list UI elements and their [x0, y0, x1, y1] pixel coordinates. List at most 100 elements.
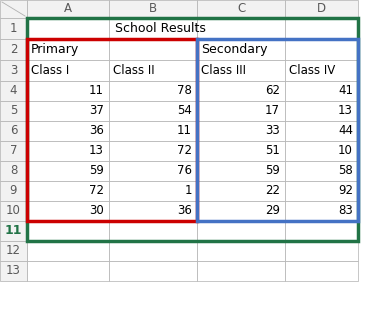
- Bar: [109, 181, 197, 201]
- Bar: [109, 161, 197, 181]
- Text: 78: 78: [177, 84, 192, 98]
- Text: Class II: Class II: [113, 64, 155, 77]
- Bar: [0, 81, 27, 101]
- Bar: [0, 181, 27, 201]
- Bar: [27, 18, 109, 39]
- Bar: [197, 141, 285, 161]
- Bar: [285, 18, 358, 39]
- Text: 51: 51: [265, 144, 280, 158]
- Bar: [27, 81, 109, 101]
- Bar: [285, 39, 358, 60]
- Text: Secondary: Secondary: [201, 43, 267, 56]
- Bar: [285, 0, 358, 18]
- Bar: [0, 221, 27, 241]
- Text: Class IV: Class IV: [289, 64, 335, 77]
- Bar: [109, 121, 197, 141]
- Bar: [0, 18, 27, 39]
- Text: 12: 12: [6, 245, 21, 257]
- Bar: [285, 181, 358, 201]
- Bar: [0, 60, 27, 81]
- Bar: [0, 0, 27, 18]
- Text: Class I: Class I: [31, 64, 69, 77]
- Text: D: D: [317, 3, 326, 15]
- Text: 3: 3: [10, 64, 17, 77]
- Text: 59: 59: [89, 164, 104, 178]
- Bar: [27, 39, 197, 221]
- Bar: [285, 221, 358, 241]
- Bar: [197, 60, 285, 81]
- Text: 41: 41: [338, 84, 353, 98]
- Bar: [27, 261, 109, 281]
- Bar: [197, 81, 285, 101]
- Bar: [27, 201, 109, 221]
- Bar: [285, 261, 358, 281]
- Text: 1: 1: [10, 22, 17, 35]
- Bar: [27, 141, 109, 161]
- Text: 11: 11: [177, 125, 192, 137]
- Bar: [27, 60, 109, 81]
- Bar: [27, 221, 109, 241]
- Bar: [27, 101, 109, 121]
- Bar: [109, 221, 197, 241]
- Text: 62: 62: [265, 84, 280, 98]
- Bar: [109, 18, 197, 39]
- Text: 4: 4: [10, 84, 17, 98]
- Text: 11: 11: [89, 84, 104, 98]
- Bar: [27, 161, 109, 181]
- Bar: [27, 18, 358, 241]
- Bar: [109, 0, 197, 18]
- Bar: [197, 0, 285, 18]
- Text: 59: 59: [265, 164, 280, 178]
- Bar: [285, 241, 358, 261]
- Text: 58: 58: [338, 164, 353, 178]
- Bar: [285, 121, 358, 141]
- Text: 33: 33: [265, 125, 280, 137]
- Text: 13: 13: [89, 144, 104, 158]
- Text: 29: 29: [265, 204, 280, 218]
- Text: 83: 83: [338, 204, 353, 218]
- Bar: [197, 261, 285, 281]
- Text: 92: 92: [338, 185, 353, 197]
- Text: A: A: [64, 3, 72, 15]
- Text: 9: 9: [10, 185, 17, 197]
- Bar: [285, 201, 358, 221]
- Bar: [285, 141, 358, 161]
- Bar: [197, 101, 285, 121]
- Text: 7: 7: [10, 144, 17, 158]
- Bar: [285, 81, 358, 101]
- Bar: [285, 60, 358, 81]
- Bar: [109, 39, 197, 60]
- Bar: [0, 39, 27, 60]
- Bar: [0, 261, 27, 281]
- Bar: [285, 161, 358, 181]
- Bar: [109, 81, 197, 101]
- Text: 13: 13: [6, 265, 21, 277]
- Text: 1: 1: [185, 185, 192, 197]
- Text: 30: 30: [89, 204, 104, 218]
- Bar: [27, 0, 109, 18]
- Text: 44: 44: [338, 125, 353, 137]
- Text: 8: 8: [10, 164, 17, 178]
- Bar: [109, 201, 197, 221]
- Text: 72: 72: [177, 144, 192, 158]
- Text: 36: 36: [177, 204, 192, 218]
- Bar: [27, 181, 109, 201]
- Text: 22: 22: [265, 185, 280, 197]
- Bar: [0, 161, 27, 181]
- Text: 6: 6: [10, 125, 17, 137]
- Bar: [0, 141, 27, 161]
- Bar: [27, 241, 109, 261]
- Bar: [197, 39, 285, 60]
- Text: 2: 2: [10, 43, 17, 56]
- Bar: [109, 141, 197, 161]
- Bar: [197, 18, 285, 39]
- Text: School Results: School Results: [115, 22, 206, 35]
- Bar: [109, 241, 197, 261]
- Bar: [27, 121, 109, 141]
- Bar: [285, 101, 358, 121]
- Text: 17: 17: [265, 105, 280, 117]
- Bar: [109, 261, 197, 281]
- Bar: [197, 221, 285, 241]
- Text: 10: 10: [6, 204, 21, 218]
- Bar: [0, 241, 27, 261]
